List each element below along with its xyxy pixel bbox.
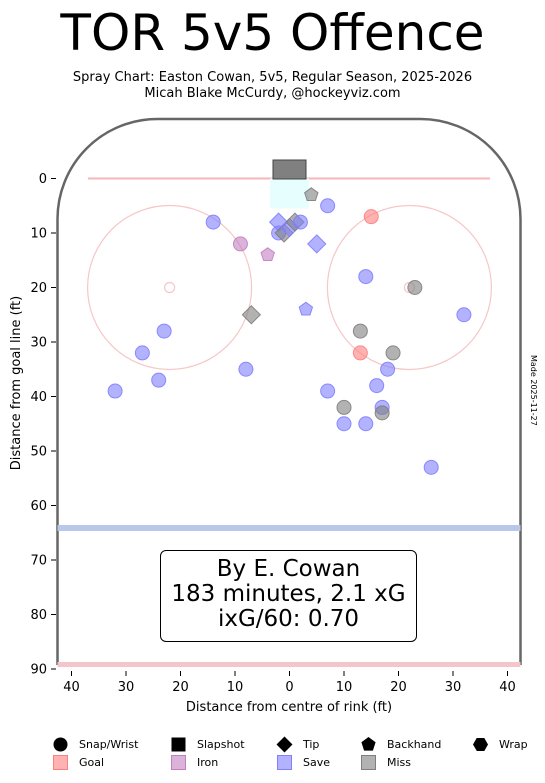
x-tick-label: 40 [499, 680, 516, 695]
legend-shape-square: Slapshot [170, 735, 245, 753]
legend-label: Backhand [387, 737, 442, 751]
legend-label: Goal [79, 755, 105, 769]
legend-outcome-miss: Miss [360, 753, 411, 771]
color-swatch-icon [361, 754, 376, 770]
shot-marker-save [134, 345, 150, 361]
y-tick-label: 30 [30, 336, 47, 351]
diamond-icon [276, 736, 293, 752]
shot-marker-miss [374, 405, 390, 421]
shot-marker-miss [407, 280, 423, 295]
legend-shape-pentagon: Backhand [360, 735, 441, 753]
shot-marker-save [307, 234, 327, 254]
shot-marker-save [205, 214, 221, 230]
x-tick-label: 40 [63, 680, 80, 695]
legend-outcome-iron: Iron [170, 753, 218, 771]
color-swatch-icon [277, 754, 292, 770]
summary-ixg60: ixG/60: 0.70 [217, 606, 360, 632]
shot-marker-save [298, 301, 314, 316]
hexagon-icon [473, 737, 488, 751]
y-tick-label: 90 [30, 663, 47, 678]
legend-label: Wrap [499, 737, 528, 751]
chart-subtitle: Spray Chart: Easton Cowan, 5v5, Regular … [72, 70, 473, 85]
y-tick-label: 0 [39, 172, 47, 187]
shot-marker-save [369, 378, 385, 394]
legend-label: Snap/Wrist [79, 737, 139, 751]
y-axis-label: Distance from goal line (ft) [9, 296, 24, 470]
faceoff-circle [87, 204, 253, 371]
circle-icon [53, 737, 68, 751]
shot-marker-miss [336, 399, 352, 415]
rink-outline [56, 117, 522, 667]
x-tick-label: 30 [445, 680, 462, 695]
y-tick-label: 10 [30, 227, 47, 242]
shot-marker-miss [304, 187, 319, 201]
y-tick-label: 20 [30, 281, 47, 296]
y-tick-label: 80 [30, 608, 47, 623]
chart-title: TOR 5v5 Offence [60, 4, 485, 62]
x-tick-label: 20 [390, 680, 407, 695]
legend-outcome-goal: Goal [52, 753, 104, 771]
faceoff-dot [164, 281, 176, 294]
summary-box: By E. Cowan 183 minutes, 2.1 xG ixG/60: … [160, 550, 417, 642]
shot-marker-save [238, 361, 254, 377]
centre-line [57, 662, 521, 667]
x-tick-label: 30 [118, 680, 135, 695]
shot-marker-save [320, 383, 336, 399]
x-tick-label: 0 [285, 680, 293, 695]
y-tick-label: 70 [30, 554, 47, 569]
x-tick-label: 10 [336, 680, 353, 695]
y-tick-label: 60 [30, 499, 47, 514]
shot-marker-goal [352, 345, 368, 361]
legend-shape-hexagon: Wrap [472, 735, 528, 753]
legend: Snap/Wrist Slapshot Tip Backhand Wrap Goal Iro… [0, 732, 545, 776]
x-axis-label: Distance from centre of rink (ft) [186, 700, 392, 715]
blue-line [57, 525, 521, 531]
shot-marker-save [336, 416, 352, 432]
goal-net [272, 159, 307, 180]
shot-marker-save [358, 269, 374, 285]
shot-marker-save [456, 307, 472, 323]
chart-axes: 40 30 20 10 0 10 20 30 40 0 10 20 30 40 50 60 70 80 90 [30, 172, 515, 695]
legend-label: Miss [387, 755, 412, 769]
legend-label: Save [303, 755, 331, 769]
legend-shape-diamond: Tip [276, 735, 319, 753]
legend-label: Iron [197, 755, 219, 769]
legend-outcome-save: Save [276, 753, 330, 771]
legend-label: Tip [303, 737, 320, 751]
y-tick-label: 40 [30, 390, 47, 405]
color-swatch-icon [171, 754, 186, 770]
goal-crease [270, 178, 309, 209]
shot-marker-save [151, 372, 167, 388]
summary-player: By E. Cowan [216, 556, 361, 582]
rink-boards [56, 117, 522, 665]
shot-markers [107, 187, 472, 475]
shot-marker-miss [352, 323, 368, 339]
legend-shape-circle: Snap/Wrist [52, 735, 138, 753]
shot-marker-iron [260, 247, 275, 261]
shot-marker-goal [363, 209, 379, 225]
shot-marker-miss [241, 305, 262, 325]
summary-minutes-xg: 183 minutes, 2.1 xG [171, 581, 406, 607]
shot-marker-save [156, 323, 172, 339]
legend-label: Slapshot [197, 737, 245, 751]
shot-marker-save [358, 416, 374, 432]
spray-chart: 40 30 20 10 0 10 20 30 40 0 10 20 30 40 50 60 70 80 90 Dis… [9, 117, 522, 715]
pentagon-icon [361, 736, 376, 751]
x-tick-label: 20 [172, 680, 189, 695]
shot-marker-save [380, 361, 396, 377]
chart-author: Micah Blake McCurdy, @hockeyviz.com [144, 86, 401, 101]
x-tick-label: 10 [227, 680, 244, 695]
shot-marker-save [423, 459, 439, 475]
shot-marker-save [292, 214, 308, 230]
shot-marker-save [320, 198, 336, 214]
color-swatch-icon [53, 754, 68, 770]
shot-marker-save [107, 383, 123, 399]
y-tick-label: 50 [30, 445, 47, 460]
shot-marker-iron [232, 236, 248, 252]
square-icon [171, 737, 186, 751]
shot-marker-miss [385, 345, 401, 361]
faceoff-circle [326, 204, 492, 371]
made-date-note: Made 2025-11-27 [529, 355, 538, 426]
